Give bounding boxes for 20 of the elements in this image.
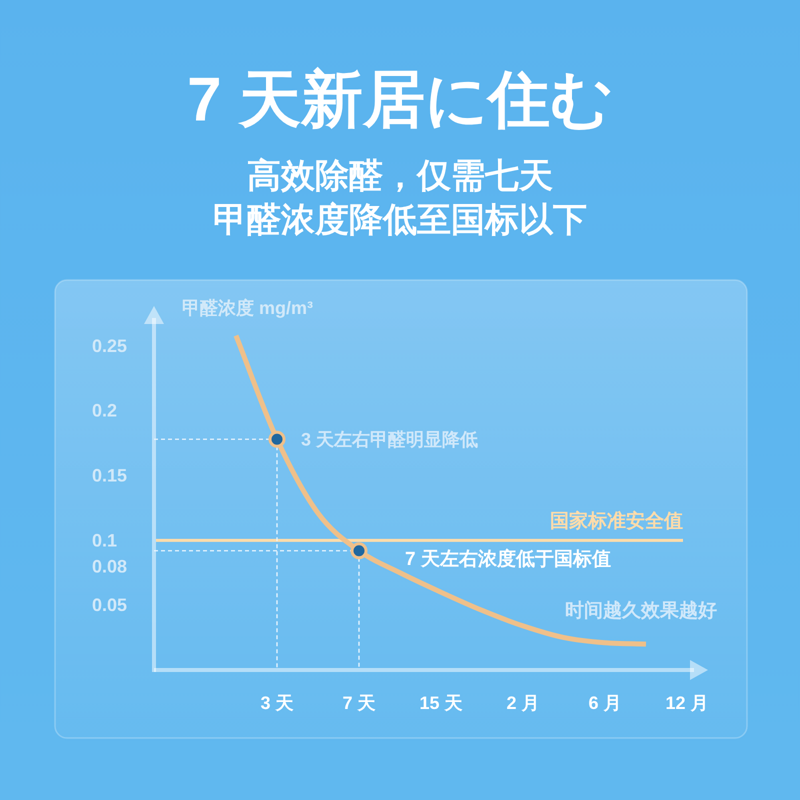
annotation: 时间越久效果越好	[565, 600, 717, 622]
y-tick-label: 0.25	[92, 336, 128, 356]
y-axis-title: 甲醛浓度 mg/m³	[182, 298, 314, 318]
annotation: 3 天左右甲醛明显降低	[301, 429, 478, 450]
x-tick-label: 3 天	[260, 693, 294, 713]
x-tick-label: 2 月	[506, 693, 540, 713]
x-tick-label: 12 月	[665, 693, 709, 713]
ref-line-label: 国家标准安全值	[550, 510, 683, 532]
x-tick-label: 6 月	[588, 693, 622, 713]
y-tick-label: 0.15	[92, 466, 128, 486]
x-tick-label: 7 天	[342, 693, 376, 713]
chart-title: 7 天新居に住む	[187, 66, 613, 134]
y-tick-label: 0.2	[92, 400, 118, 421]
y-tick-label: 0.08	[92, 556, 128, 576]
annotation: 7 天左右浓度低于国标值	[405, 548, 611, 570]
text: 甲醛浓度降低至国标以下	[213, 201, 587, 239]
y-tick-label: 0.1	[92, 530, 118, 550]
x-tick-label: 15 天	[419, 693, 463, 713]
y-tick-label: 0.05	[92, 595, 128, 616]
chart-subtitle: 高效除醛，仅需七天	[247, 157, 553, 195]
